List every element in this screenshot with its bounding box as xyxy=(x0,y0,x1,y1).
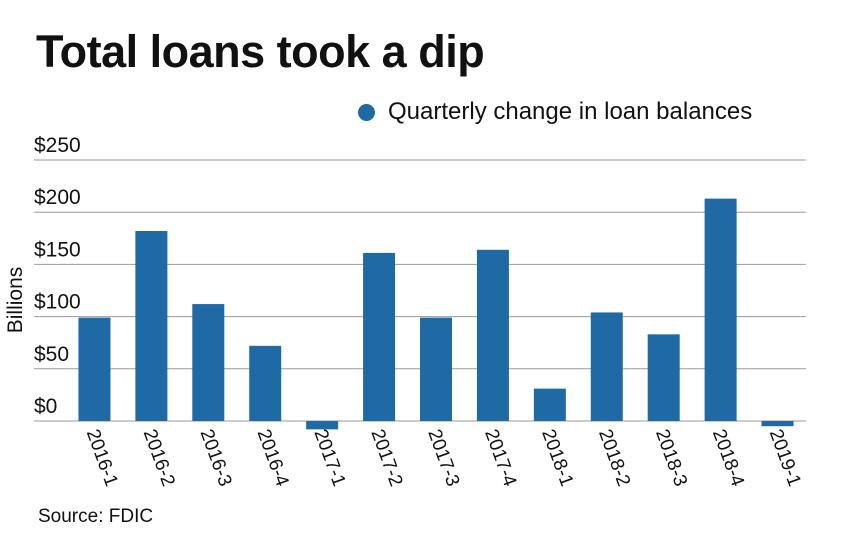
bar-2018-4 xyxy=(704,198,737,421)
x-tick-label: 2018-1 xyxy=(537,427,577,490)
bar-2017-1 xyxy=(306,421,339,430)
y-tick-label: $100 xyxy=(34,291,81,314)
bar-layer xyxy=(78,198,794,430)
y-tick-label: $0 xyxy=(34,395,57,418)
bar-2016-3 xyxy=(192,304,225,421)
x-tick-label: 2016-1 xyxy=(82,427,122,490)
bar-2017-2 xyxy=(363,252,396,421)
bar-2016-2 xyxy=(135,230,168,421)
x-tick-layer: 2016-1 2016-2 2016-3 2016-4 2017-1 2017-2 2017… xyxy=(82,427,805,490)
x-tick-label: 2017-3 xyxy=(423,427,463,490)
y-tick-label: $50 xyxy=(34,343,69,366)
y-tick-label: $200 xyxy=(34,186,81,209)
x-tick-label: 2016-2 xyxy=(139,427,179,490)
legend-label: Quarterly change in loan balances xyxy=(388,98,753,125)
legend-swatch-icon xyxy=(358,103,375,121)
bar-2019-1 xyxy=(761,421,794,427)
bar-2017-4 xyxy=(476,249,509,421)
source-note: Source: FDIC xyxy=(38,506,154,527)
bar-2016-4 xyxy=(249,345,282,421)
y-tick-layer: $0 $50 $100 $150 $200 $250 xyxy=(34,134,81,418)
chart-title: Total loans took a dip xyxy=(36,26,485,77)
y-tick-label: $250 xyxy=(34,134,81,157)
x-tick-label: 2018-3 xyxy=(651,427,691,490)
x-tick-label: 2016-3 xyxy=(196,427,236,490)
x-tick-label: 2016-4 xyxy=(253,427,293,490)
bar-2017-3 xyxy=(420,317,452,421)
x-tick-label: 2019-1 xyxy=(765,427,805,490)
y-tick-label: $150 xyxy=(34,238,81,261)
bar-2018-1 xyxy=(533,388,566,421)
x-tick-label: 2017-1 xyxy=(309,427,349,490)
bar-2018-3 xyxy=(647,334,680,421)
bar-2018-2 xyxy=(590,312,623,421)
x-tick-label: 2017-4 xyxy=(480,427,520,490)
bar-2016-1 xyxy=(78,317,111,421)
x-tick-label: 2017-2 xyxy=(366,427,406,490)
x-tick-label: 2018-2 xyxy=(594,427,634,490)
x-tick-label: 2018-4 xyxy=(708,427,748,490)
legend: Quarterly change in loan balances xyxy=(358,97,752,127)
